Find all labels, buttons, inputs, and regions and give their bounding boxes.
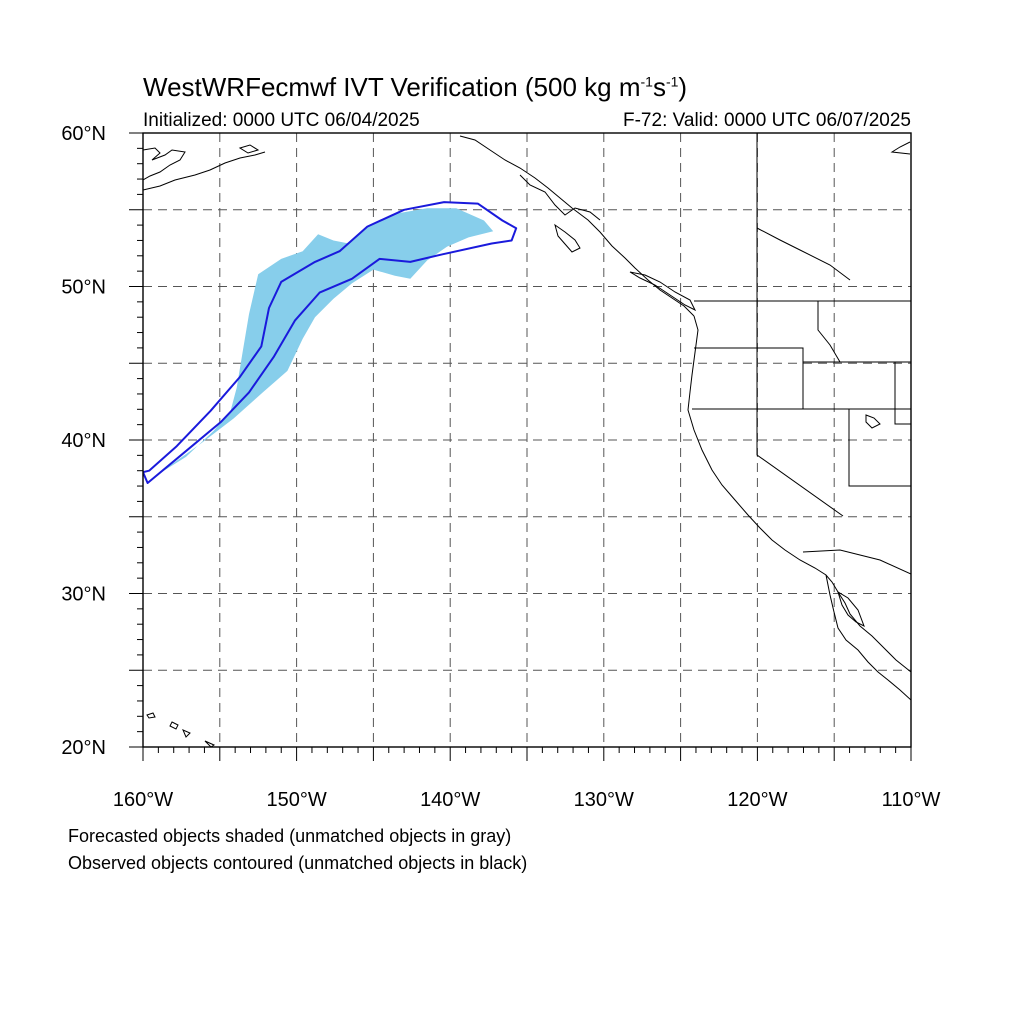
lon-tick-label: 140°W	[420, 789, 480, 811]
lon-tick-label: 110°W	[882, 789, 941, 811]
forecast-object-shaded	[161, 208, 494, 473]
title-mid: s	[652, 72, 666, 102]
title-suffix: )	[678, 72, 688, 102]
lon-tick-label: 150°W	[266, 789, 326, 811]
coastlines-and-borders	[143, 133, 911, 747]
lat-tick-label: 40°N	[61, 430, 106, 452]
observed-legend-note: Observed objects contoured (unmatched ob…	[68, 853, 528, 873]
lon-tick-label: 160°W	[113, 789, 173, 811]
axis-ticks	[129, 132, 912, 761]
lon-tick-label: 120°W	[727, 789, 787, 811]
title-prefix: WestWRFecmwf IVT Verification (500 kg m	[143, 72, 641, 102]
axis-labels: 160°W 150°W 140°W 130°W 120°W 110°W 60°N 50°N 40…	[61, 123, 940, 811]
lat-tick-label: 60°N	[61, 123, 106, 145]
map-title: WestWRFecmwf IVT Verification (500 kg m-…	[143, 72, 687, 103]
lat-tick-label: 50°N	[61, 277, 106, 299]
valid-time-label: F-72: Valid: 0000 UTC 06/07/2025	[623, 110, 911, 131]
title-exponent-2: -1	[665, 73, 679, 90]
observed-object-contour	[143, 201, 518, 484]
lat-tick-label: 30°N	[61, 584, 106, 606]
graticule-grid	[143, 133, 911, 747]
lon-tick-label: 130°W	[574, 789, 634, 811]
forecast-legend-note: Forecasted objects shaded (unmatched obj…	[68, 826, 512, 846]
initialized-label: Initialized: 0000 UTC 06/04/2025	[143, 110, 420, 131]
lat-tick-label: 20°N	[61, 737, 106, 759]
title-exponent-1: -1	[640, 73, 653, 90]
ivt-objects	[143, 201, 518, 484]
